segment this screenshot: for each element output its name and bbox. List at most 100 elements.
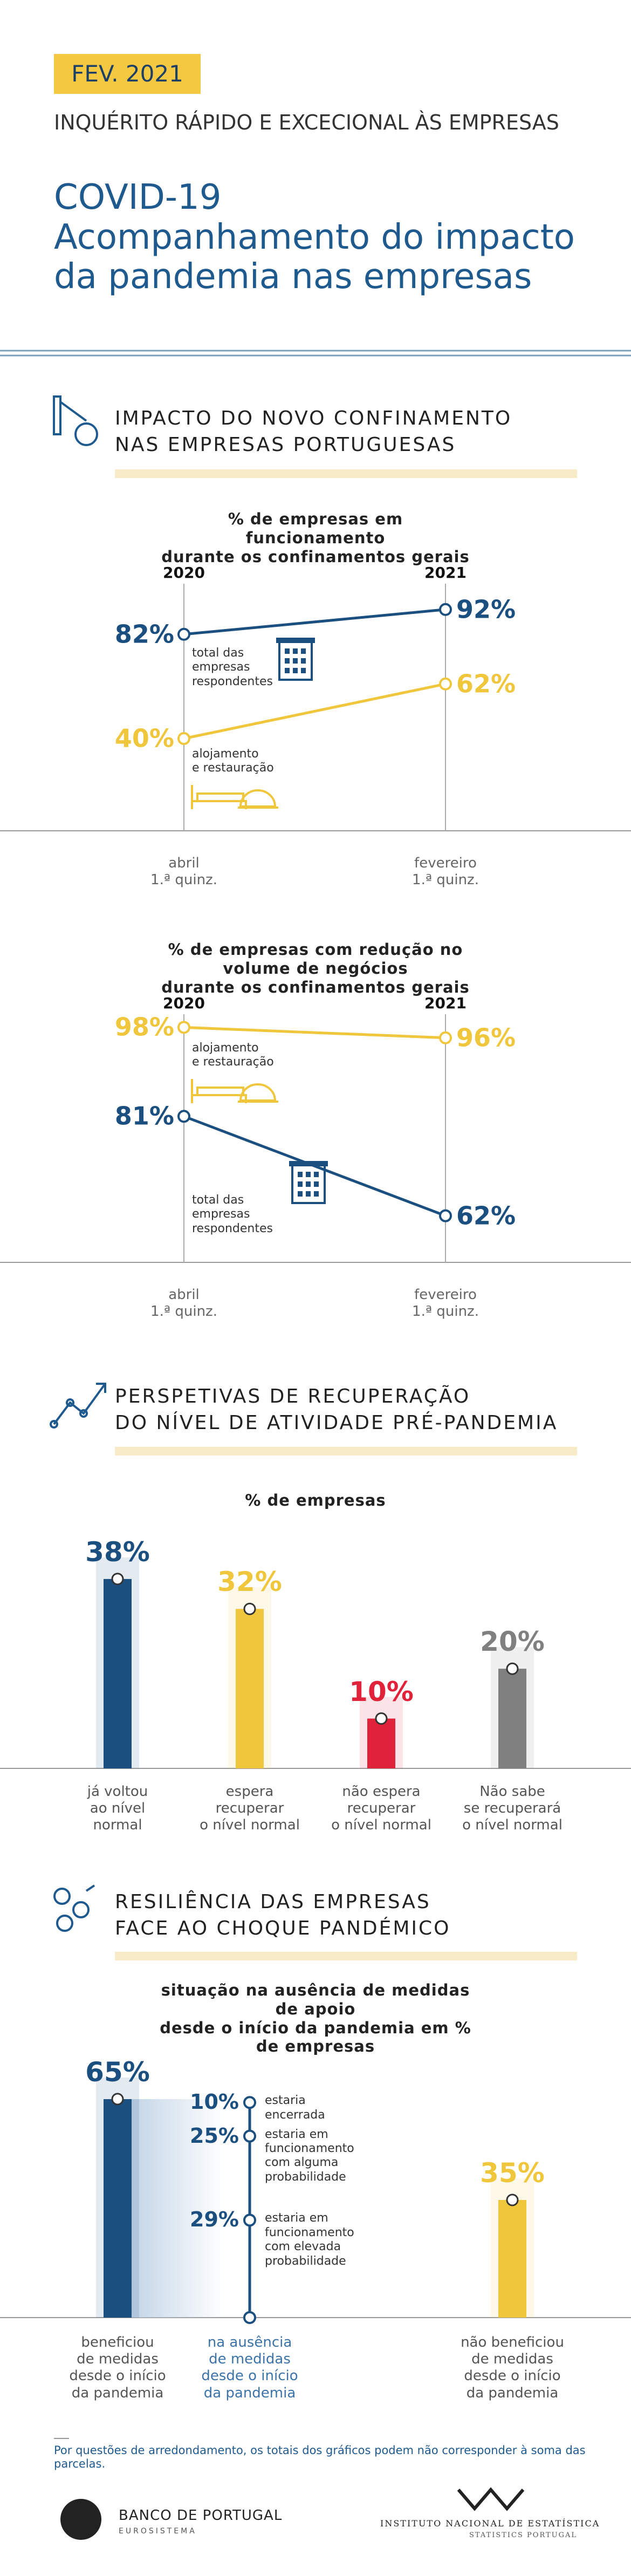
legend-label: total das empresas respondentes bbox=[192, 646, 273, 688]
icon-window bbox=[306, 1172, 311, 1177]
logo-sub: STATISTICS PORTUGAL bbox=[469, 2531, 578, 2539]
icon-window bbox=[293, 648, 298, 654]
bar bbox=[104, 1579, 132, 1768]
icon-window bbox=[301, 648, 306, 654]
x-tick-label: na ausência de medidas desde o início da… bbox=[201, 2334, 298, 2401]
x-tick-label: Não sabe se recuperará o nível normal bbox=[462, 1784, 563, 1834]
segment-label: estaria em funcionamento com elevada pro… bbox=[265, 2211, 354, 2268]
segment-label: estaria encerrada bbox=[265, 2094, 325, 2122]
value-label: 62% bbox=[456, 669, 516, 699]
chart-title: situação na ausência de medidas de apoio… bbox=[160, 1981, 471, 2056]
band bbox=[115, 1447, 577, 1456]
date-badge: FEV. 2021 bbox=[54, 54, 201, 94]
icon-window bbox=[306, 1191, 311, 1197]
icon-wrecking bbox=[53, 395, 98, 446]
logo-text: BANCO DE PORTUGAL bbox=[119, 2507, 283, 2524]
icon-window bbox=[285, 658, 290, 664]
period-label: 2021 bbox=[424, 564, 467, 582]
bar bbox=[367, 1718, 395, 1768]
segment-label: estaria em funcionamento com alguma prob… bbox=[265, 2127, 354, 2184]
value-label: 32% bbox=[217, 1566, 282, 1598]
series-line bbox=[183, 608, 446, 636]
logo-bp-icon bbox=[60, 2499, 101, 2540]
title: COVID-19 Acompanhamento do impacto da pa… bbox=[54, 177, 575, 297]
icon-window bbox=[298, 1172, 303, 1177]
value-label: 62% bbox=[456, 1201, 516, 1230]
point bbox=[177, 1021, 190, 1034]
icon-bell bbox=[238, 1083, 278, 1103]
bar-point bbox=[506, 2194, 519, 2206]
bar-point bbox=[111, 2093, 124, 2106]
bar bbox=[104, 2099, 132, 2318]
value-label: 20% bbox=[480, 1626, 545, 1658]
icon-chain bbox=[53, 1884, 95, 1932]
bar bbox=[498, 1669, 526, 1768]
period-label: 2020 bbox=[163, 564, 205, 582]
icon-window bbox=[293, 658, 298, 664]
chart-title: % de empresas em funcionamento durante o… bbox=[161, 510, 470, 566]
value-label: 29% bbox=[190, 2208, 239, 2232]
icon-building bbox=[276, 638, 315, 643]
kicker: INQUÉRITO RÁPIDO E EXCECIONAL ÀS EMPRESA… bbox=[54, 111, 559, 134]
logo-text: INSTITUTO NACIONAL DE ESTATÍSTICA bbox=[380, 2518, 600, 2529]
icon-window bbox=[314, 1191, 319, 1197]
bar-point bbox=[111, 1573, 124, 1586]
value-label: 25% bbox=[190, 2123, 239, 2148]
x-tick-label: não beneficiou de medidas desde o início… bbox=[461, 2334, 564, 2401]
chart-title: % de empresas bbox=[245, 1491, 386, 1509]
point bbox=[439, 603, 452, 616]
value-label: 98% bbox=[114, 1012, 174, 1042]
icon-window bbox=[314, 1181, 319, 1187]
x-tick-label: abril 1.ª quinz. bbox=[150, 1287, 217, 1320]
period-label: 2020 bbox=[163, 994, 205, 1012]
value-label: 96% bbox=[456, 1023, 516, 1053]
band bbox=[115, 469, 577, 478]
bar bbox=[498, 2199, 526, 2318]
segment-point bbox=[243, 2096, 256, 2109]
value-label: 65% bbox=[85, 2056, 150, 2088]
legend-label: alojamento e restauração bbox=[192, 747, 274, 775]
bar bbox=[236, 1609, 264, 1768]
icon-bell bbox=[238, 789, 278, 809]
icon-bed bbox=[191, 1079, 247, 1103]
icon-window bbox=[301, 658, 306, 664]
icon-building bbox=[289, 1161, 328, 1166]
logo-sub: EUROSISTEMA bbox=[119, 2527, 197, 2536]
footnote: Por questões de arredondamento, os totai… bbox=[54, 2444, 586, 2471]
point bbox=[177, 732, 190, 745]
legend-label: total das empresas respondentes bbox=[192, 1193, 273, 1235]
chart-title: % de empresas com redução no volume de n… bbox=[161, 940, 470, 996]
logo-ine-icon bbox=[457, 2487, 525, 2511]
icon-bed bbox=[191, 785, 247, 809]
icon-growth bbox=[50, 1383, 106, 1429]
x-tick-label: não espera recuperar o nível normal bbox=[331, 1784, 431, 1834]
segment-end bbox=[243, 2311, 256, 2324]
x-tick-label: abril 1.ª quinz. bbox=[150, 855, 217, 889]
icon-window bbox=[293, 668, 298, 673]
section-heading: IMPACTO DO NOVO CONFINAMENTO NAS EMPRESA… bbox=[115, 407, 512, 456]
segment-point bbox=[243, 2213, 256, 2227]
bar-point bbox=[506, 1662, 519, 1675]
value-label: 82% bbox=[114, 619, 174, 649]
icon-window bbox=[298, 1181, 303, 1187]
value-label: 35% bbox=[480, 2157, 545, 2189]
bar-point bbox=[375, 1712, 388, 1725]
band bbox=[115, 1952, 577, 1960]
segment-point bbox=[243, 2129, 256, 2143]
x-tick-label: beneficiou de medidas desde o início da … bbox=[69, 2334, 166, 2401]
value-label: 40% bbox=[114, 723, 174, 753]
value-label: 92% bbox=[456, 595, 516, 624]
bar-glow bbox=[132, 2099, 223, 2318]
period-label: 2021 bbox=[424, 994, 467, 1012]
x-tick-label: já voltou ao nível normal bbox=[87, 1784, 148, 1834]
icon-window bbox=[301, 668, 306, 673]
point bbox=[177, 627, 190, 641]
icon-window bbox=[314, 1172, 319, 1177]
point bbox=[439, 677, 452, 691]
value-label: 81% bbox=[114, 1101, 174, 1131]
icon-window bbox=[306, 1181, 311, 1187]
section-heading: PERSPETIVAS DE RECUPERAÇÃO DO NÍVEL DE A… bbox=[115, 1385, 558, 1434]
legend-label: alojamento e restauração bbox=[192, 1041, 274, 1069]
point bbox=[177, 1110, 190, 1123]
